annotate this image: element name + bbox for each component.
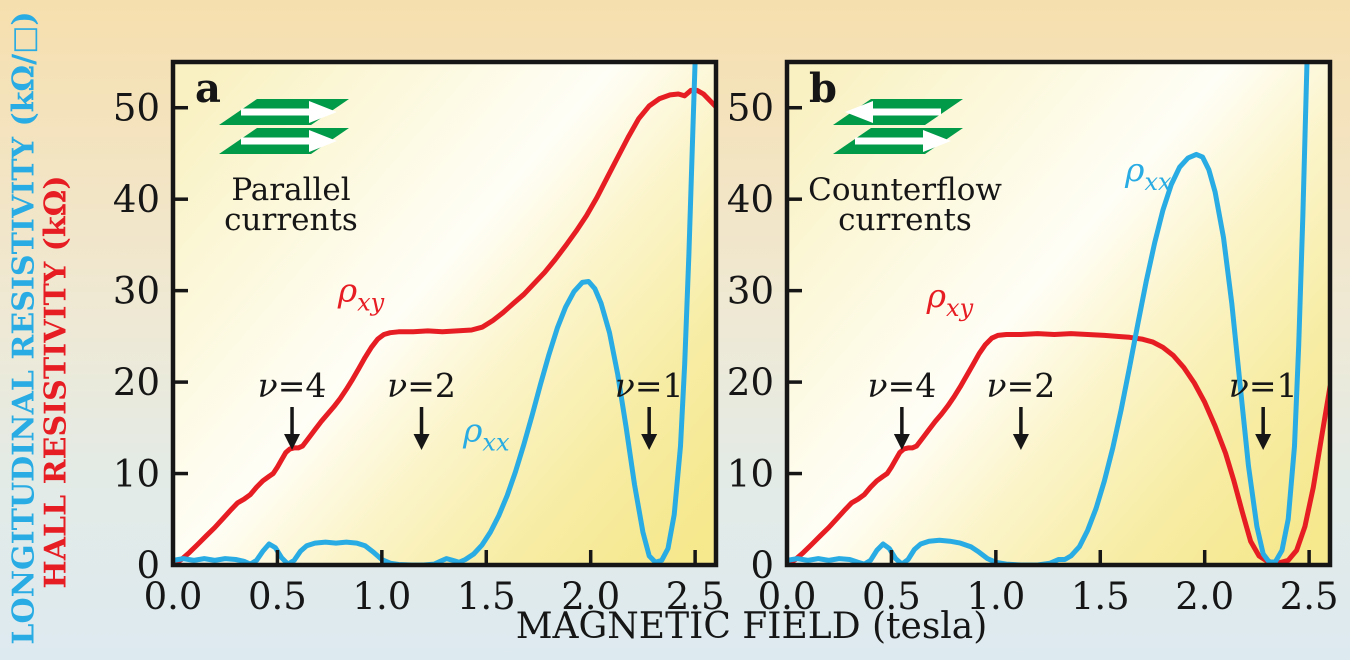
rho_xx-label-a: ρxx <box>462 411 510 457</box>
annotation-1-a: ν=1 <box>615 366 684 405</box>
y-tick-label-a: 20 <box>113 361 160 404</box>
x-tick-label-b: 2.5 <box>1280 575 1339 618</box>
right-arrow-head-icon <box>309 101 337 123</box>
x-tick-label-a: 1.5 <box>457 575 516 618</box>
annotation-arrow-head-icon <box>284 434 301 450</box>
left-arrow-icon <box>871 108 941 116</box>
annotation-4-b: ν=4 <box>868 366 937 405</box>
y-tick-label-a: 40 <box>113 178 160 221</box>
right-arrow-icon <box>855 137 925 145</box>
annotation-1-b: ν=1 <box>1229 366 1298 405</box>
annotation-4-a: ν=4 <box>258 366 327 405</box>
x-tick-label-a: 1.0 <box>352 575 411 618</box>
annotation-arrow-head-icon <box>1012 434 1029 450</box>
y-tick-label-b: 20 <box>727 361 774 404</box>
left-arrow-head-icon <box>845 101 873 123</box>
x-tick-label-b: 1.0 <box>966 575 1025 618</box>
rho_xy-label-a: ρxy <box>337 271 385 317</box>
y-tick-label-b: 50 <box>727 87 774 130</box>
rho_xy-curve-a <box>175 87 714 563</box>
plot-frame-b <box>784 59 1333 568</box>
annotation-arrow-head-icon <box>893 434 910 450</box>
y-tick-label-b: 30 <box>727 270 774 313</box>
rho_xx-curve-b <box>789 64 1310 563</box>
y-axis-label-longitudinal-resistivity: LONGITUDINAL RESISTIVITY (kΩ/□) <box>6 11 42 645</box>
y-tick-label-b: 10 <box>727 453 774 496</box>
panel-caption-line-b: currents <box>838 202 972 238</box>
panel-b: 0.0 0.5 1.0 1.5 2.0 2.5 0 10 20 30 40 50 ν=4 ν=2 ν=1 ρx… <box>727 59 1339 618</box>
annotation-arrow-head-icon <box>641 434 658 450</box>
y-tick-label-a: 50 <box>113 87 160 130</box>
panel-letter-a: a <box>195 65 221 112</box>
right-arrow-head-icon <box>923 130 951 152</box>
y-tick-label-b: 0 <box>750 544 774 587</box>
current-layer-sheet <box>833 99 963 125</box>
panel-caption-line-b: Counterflow <box>808 172 1002 208</box>
rho_xy-label-b: ρxy <box>926 276 974 322</box>
parallel-currents-icon <box>219 99 349 154</box>
right-arrow-head-icon <box>309 130 337 152</box>
annotation-arrow-head-icon <box>1255 434 1272 450</box>
current-layer-sheet <box>219 99 349 125</box>
y-tick-label-b: 40 <box>727 178 774 221</box>
plot-frame-a <box>170 59 719 568</box>
right-arrow-icon <box>241 137 311 145</box>
x-tick-label-a: 2.0 <box>561 575 620 618</box>
x-tick-label-a: 2.5 <box>666 575 725 618</box>
panel-caption-line-a: Parallel <box>231 172 350 208</box>
x-axis-label: MAGNETIC FIELD (tesla) <box>515 606 988 647</box>
annotation-2-b: ν=2 <box>987 366 1056 405</box>
rho_xy-curve-b <box>789 331 1328 563</box>
x-tick-label-b: 2.0 <box>1175 575 1234 618</box>
y-axis-label-hall-resistivity: HALL RESISTIVITY (kΩ) <box>38 175 74 589</box>
x-tick-label-b: 0.0 <box>758 575 817 618</box>
annotation-2-a: ν=2 <box>387 366 456 405</box>
rho_xx-label-b: ρxx <box>1124 150 1172 196</box>
current-layer-sheet <box>833 128 963 154</box>
y-tick-label-a: 10 <box>113 453 160 496</box>
panel-caption-line-a: currents <box>224 202 358 238</box>
current-layer-sheet <box>219 128 349 154</box>
y-tick-label-a: 30 <box>113 270 160 313</box>
y-tick-label-a: 0 <box>136 544 160 587</box>
x-tick-label-b: 1.5 <box>1071 575 1130 618</box>
right-arrow-icon <box>241 108 311 116</box>
x-tick-label-a: 0.5 <box>248 575 307 618</box>
x-tick-label-a: 0.0 <box>144 575 203 618</box>
panel-a: 0.0 0.5 1.0 1.5 2.0 2.5 0 10 20 30 40 50 ν=4 ν=2 ν=1 ρx… <box>113 59 725 618</box>
x-tick-label-b: 0.5 <box>862 575 921 618</box>
counterflow-currents-icon <box>833 99 963 154</box>
annotation-arrow-head-icon <box>413 434 430 450</box>
rho_xx-curve-a <box>175 64 698 563</box>
panel-letter-b: b <box>809 65 837 112</box>
